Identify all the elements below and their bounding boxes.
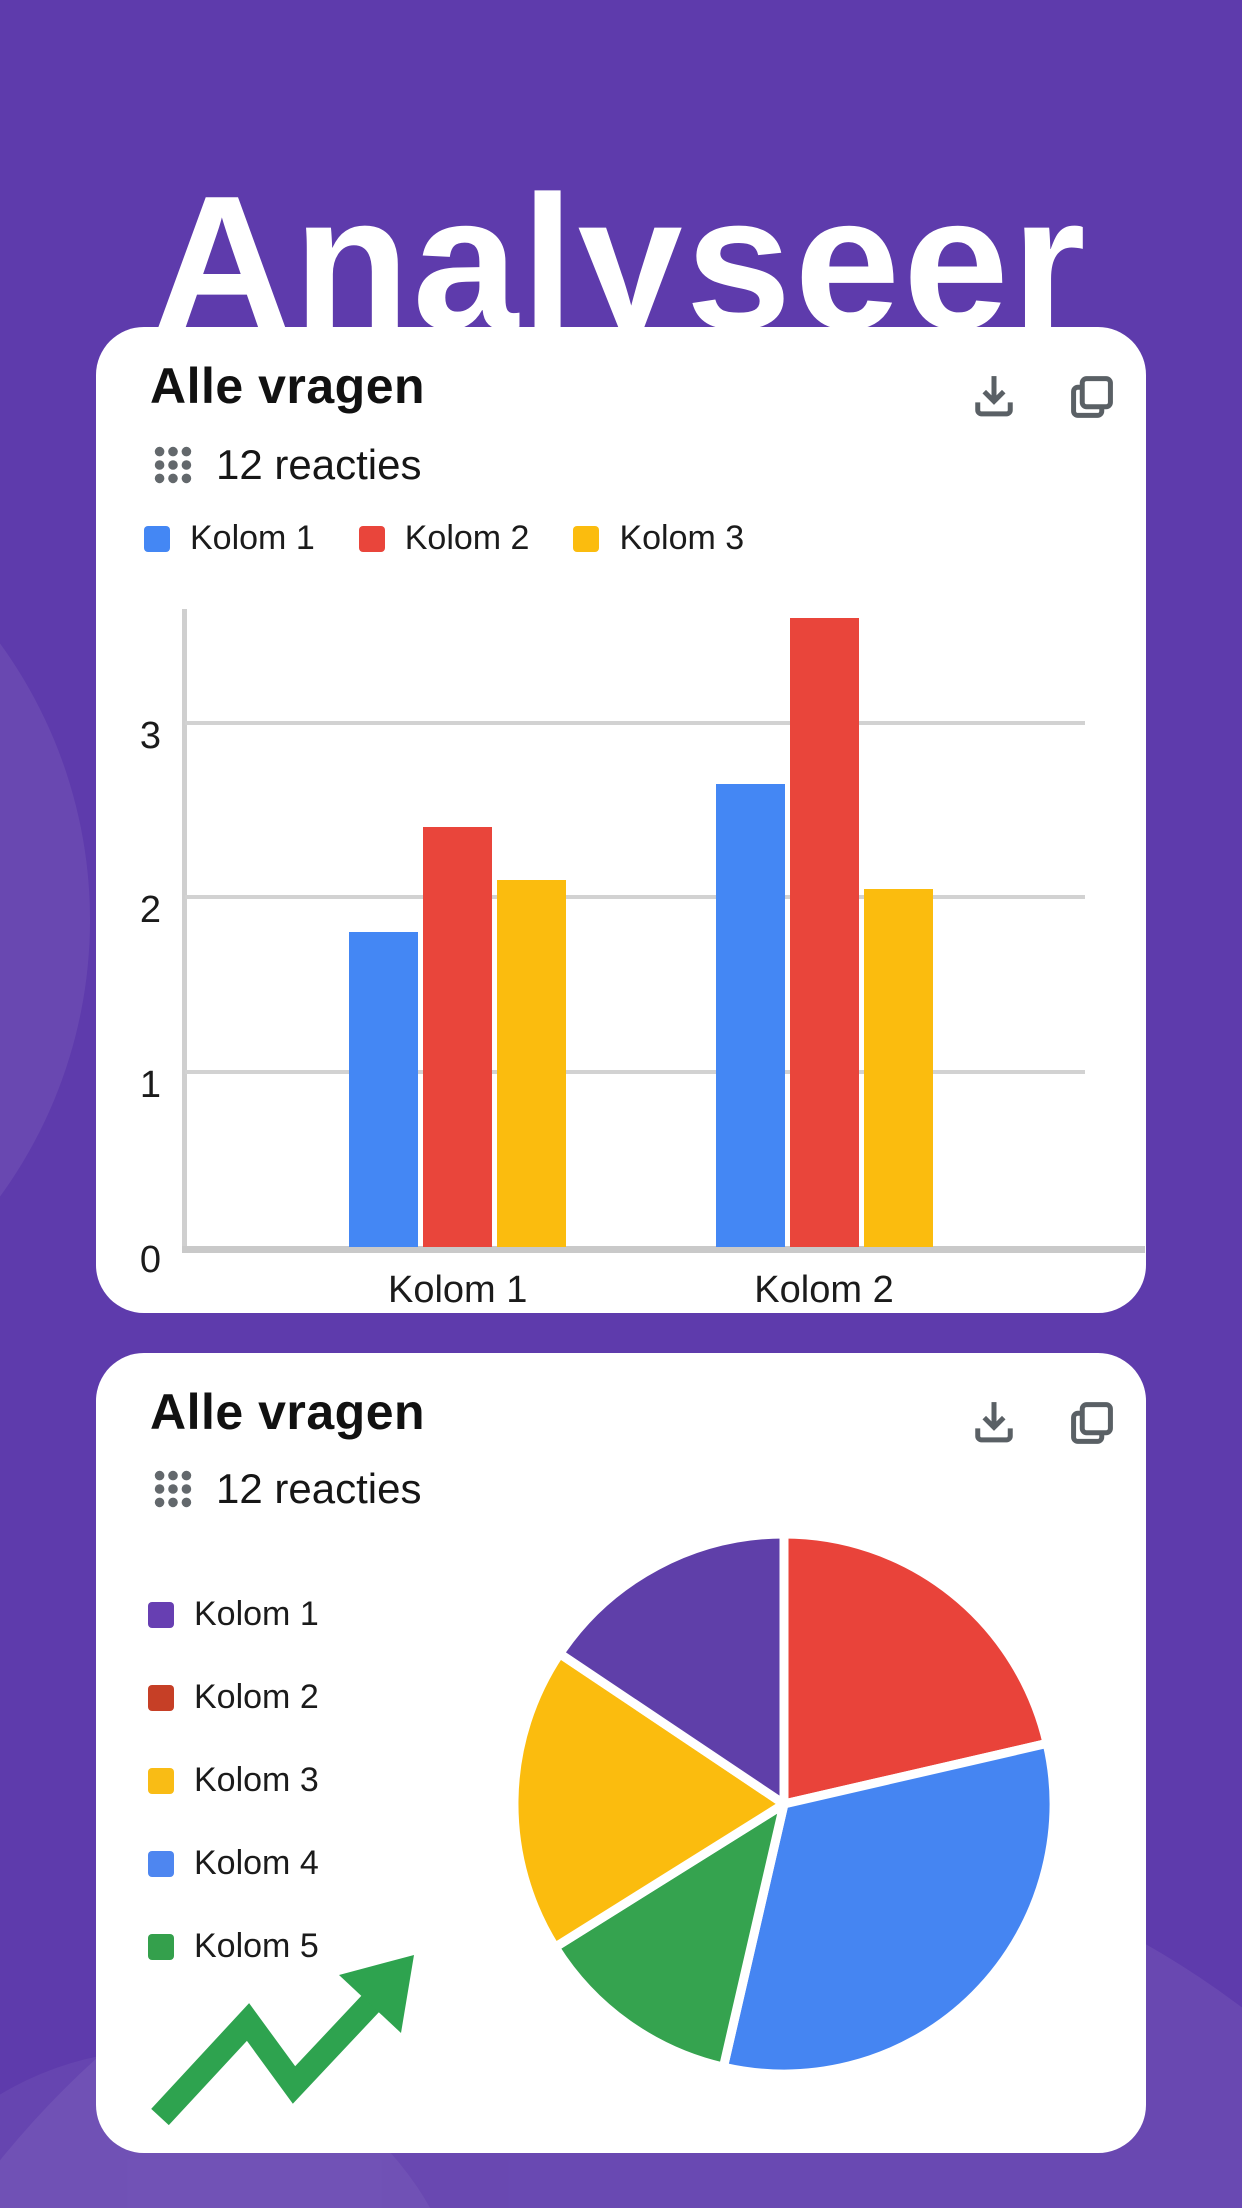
legend-label: Kolom 2 xyxy=(194,1678,319,1716)
bar-group xyxy=(715,618,933,1247)
legend-swatch xyxy=(144,525,170,552)
background-blob xyxy=(0,450,90,1390)
legend-label: Kolom 3 xyxy=(194,1761,319,1799)
bar-group xyxy=(349,827,567,1247)
download-icon xyxy=(975,1402,1013,1443)
x-category-label: Kolom 2 xyxy=(754,1269,894,1311)
legend-item: Kolom 3 xyxy=(573,519,744,558)
legend-label: Kolom 1 xyxy=(194,1595,319,1633)
legend-swatch xyxy=(148,1850,174,1877)
card-actions xyxy=(968,1397,1118,1449)
y-tick-label: 2 xyxy=(139,889,161,932)
bar-kolom-3-kolom-2 xyxy=(863,889,933,1247)
download-button[interactable] xyxy=(968,371,1020,423)
legend-item: Kolom 5 xyxy=(148,1927,319,1966)
legend-swatch xyxy=(358,525,385,552)
pie-chart-legend: Kolom 1 Kolom 2 Kolom 3 Kolom 4 Kolom 5 xyxy=(148,1595,319,1966)
pie-slice-kolom-3 xyxy=(509,1649,789,1952)
legend-label: Kolom 4 xyxy=(194,1844,319,1882)
pie-slice-kolom-2 xyxy=(779,1529,1052,1809)
legend-swatch xyxy=(148,1601,174,1628)
copy-button[interactable] xyxy=(1066,371,1118,423)
card-title: Alle vragen xyxy=(150,1384,426,1440)
bar-kolom-2-kolom-2 xyxy=(789,618,859,1247)
bar-kolom-2-kolom-1 xyxy=(423,827,493,1247)
legend-item: Kolom 4 xyxy=(148,1844,319,1883)
y-tick-label: 1 xyxy=(139,1064,161,1107)
grid-icon xyxy=(154,1470,192,1508)
pie-chart xyxy=(509,1529,1059,2079)
bar-chart-card: Alle vragen 12 re xyxy=(96,327,1146,1313)
y-tick-label: 0 xyxy=(139,1239,161,1281)
x-category-label: Kolom 1 xyxy=(387,1269,528,1311)
grid-icon xyxy=(154,446,192,484)
x-axis-line xyxy=(182,1246,1145,1253)
bar-chart-legend: Kolom 1 Kolom 2 Kolom 3 xyxy=(144,519,744,558)
bar-kolom-1-kolom-1 xyxy=(349,932,419,1247)
copy-button[interactable] xyxy=(1066,1397,1118,1449)
grid-line xyxy=(185,1070,1085,1075)
legend-item: Kolom 3 xyxy=(148,1761,319,1800)
legend-label: Kolom 5 xyxy=(194,1927,319,1965)
legend-label: Kolom 3 xyxy=(619,519,745,557)
legend-item: Kolom 2 xyxy=(148,1678,319,1717)
legend-swatch xyxy=(148,1767,174,1794)
bar-kolom-1-kolom-2 xyxy=(715,784,785,1247)
legend-label: Kolom 2 xyxy=(404,519,530,557)
legend-swatch xyxy=(148,1684,174,1711)
card-actions xyxy=(968,371,1118,423)
pie-chart-card: Alle vragen 12 re xyxy=(96,1353,1146,2153)
bar-kolom-3-kolom-1 xyxy=(497,880,567,1247)
trend-up-arrow-icon xyxy=(151,1955,414,2126)
legend-swatch xyxy=(148,1933,174,1960)
copy-icon xyxy=(1071,376,1113,418)
bar-chart-plot: 0 1 2 3 Kolom 1 Kolom 2 xyxy=(140,609,1145,1311)
grid-line xyxy=(185,895,1085,900)
download-button[interactable] xyxy=(968,1397,1020,1449)
responses-count: 12 reacties xyxy=(216,1465,422,1512)
responses-row: 12 reacties xyxy=(150,1465,421,1513)
responses-count: 12 reacties xyxy=(216,441,422,488)
card-title: Alle vragen xyxy=(150,358,426,414)
legend-label: Kolom 1 xyxy=(190,519,315,557)
pie-slice-kolom-5 xyxy=(550,1799,789,2072)
legend-swatch xyxy=(573,525,600,552)
download-icon xyxy=(975,376,1013,417)
grid-line xyxy=(185,720,1085,725)
pie-slice-kolom-4 xyxy=(718,1738,1059,2079)
responses-row: 12 reacties xyxy=(150,441,421,489)
copy-icon xyxy=(1071,1402,1113,1444)
legend-item: Kolom 1 xyxy=(148,1595,319,1634)
y-axis-line xyxy=(182,609,187,1250)
y-tick-label: 3 xyxy=(139,714,161,757)
legend-item: Kolom 2 xyxy=(358,519,530,558)
pie-slice-kolom-1 xyxy=(555,1529,789,1809)
legend-item: Kolom 1 xyxy=(144,519,315,558)
